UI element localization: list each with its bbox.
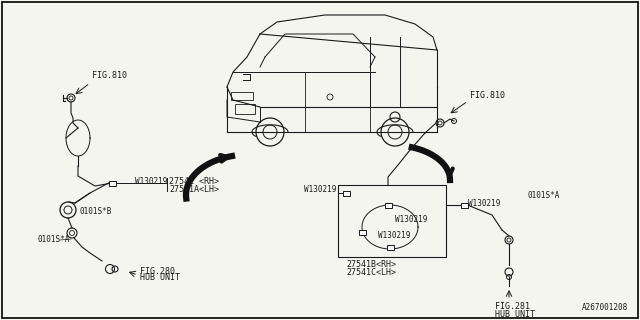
Bar — [231, 92, 253, 100]
Text: 27541C<LH>: 27541C<LH> — [346, 268, 396, 277]
Bar — [338, 185, 446, 257]
Text: W130219: W130219 — [395, 214, 428, 223]
Bar — [387, 244, 394, 250]
Text: W130219: W130219 — [303, 186, 336, 195]
Text: A267001208: A267001208 — [582, 303, 628, 312]
Bar — [342, 190, 349, 196]
Bar — [235, 104, 255, 114]
Bar — [358, 229, 365, 235]
Text: 0101S*B: 0101S*B — [80, 207, 113, 217]
Text: 0101S*A: 0101S*A — [37, 235, 69, 244]
Text: 0101S*A: 0101S*A — [527, 190, 559, 199]
Text: FIG.810: FIG.810 — [92, 71, 127, 81]
Text: 27541B<RH>: 27541B<RH> — [346, 260, 396, 269]
Text: FIG.810: FIG.810 — [470, 91, 505, 100]
Bar — [109, 180, 115, 186]
Text: 27541A<LH>: 27541A<LH> — [169, 185, 219, 194]
Text: W130219: W130219 — [378, 230, 410, 239]
Text: FIG.281: FIG.281 — [495, 302, 530, 311]
Text: W130219: W130219 — [468, 198, 500, 207]
Text: HUB UNIT: HUB UNIT — [495, 310, 535, 319]
Bar — [385, 203, 392, 207]
Bar — [461, 203, 467, 207]
Text: FIG.280: FIG.280 — [140, 267, 175, 276]
Text: HUB UNIT: HUB UNIT — [140, 274, 180, 283]
Text: W130219: W130219 — [135, 178, 168, 187]
Text: 27541 <RH>: 27541 <RH> — [169, 177, 219, 186]
